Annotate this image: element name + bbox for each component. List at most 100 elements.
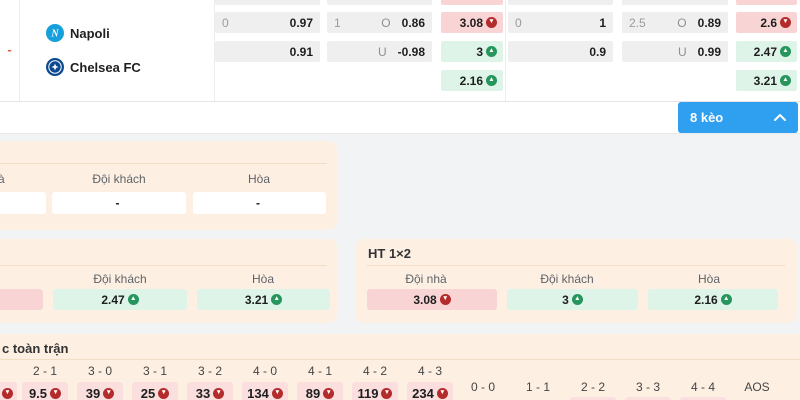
odds-box-partial[interactable] <box>441 0 503 5</box>
odds-box-partial[interactable] <box>736 0 797 5</box>
odds-value: 2.47 <box>101 292 125 307</box>
under-label: U <box>377 44 387 59</box>
odds-value: 0.91 <box>289 44 313 59</box>
home-odds-button[interactable] <box>0 192 46 214</box>
divider <box>214 0 215 101</box>
over-odds-button[interactable]: 1 O 0.86 <box>327 12 432 33</box>
score-header: 2 - 1 <box>32 364 58 378</box>
trend-icon <box>127 294 139 305</box>
away-win-odds-button[interactable]: 3 <box>441 41 503 62</box>
odds-value: 25 <box>140 385 156 400</box>
under-odds-button[interactable]: U 0.99 <box>622 41 728 62</box>
match-rail: - <box>0 0 20 101</box>
score-odds-button[interactable]: 39 <box>77 382 123 400</box>
divider <box>0 265 327 266</box>
trend-icon <box>436 387 448 399</box>
odds-value: 134 <box>247 385 269 400</box>
draw-odds-button[interactable]: - <box>193 192 326 214</box>
score-odds-button[interactable]: 234 <box>407 382 453 400</box>
score-header: 4 - 1 <box>307 364 333 378</box>
score-odds-button[interactable]: 89 <box>297 382 343 400</box>
expand-markets-label: 8 kèo <box>690 110 724 125</box>
odds-value: 0.89 <box>697 15 721 30</box>
away-odds-button[interactable]: 3 <box>507 289 638 310</box>
trend-icon <box>50 387 62 399</box>
trend-icon <box>103 387 115 399</box>
over-label: O <box>677 15 687 30</box>
trend-icon <box>158 387 170 399</box>
home-odds-button[interactable] <box>0 289 43 310</box>
odds-value: 0.86 <box>401 15 425 30</box>
home-team-name: Napoli <box>70 26 110 41</box>
score-odds-button[interactable]: 33 <box>187 382 233 400</box>
score-header: 3 - 0 <box>87 364 113 378</box>
under-odds-button[interactable]: U -0.98 <box>327 41 432 62</box>
score-header: 0 - 0 <box>470 380 496 394</box>
trend-icon <box>271 294 283 305</box>
score-header: 3 - 1 <box>142 364 168 378</box>
odds-value: 39 <box>85 385 101 400</box>
away-win-odds-button[interactable]: 2.47 <box>736 41 797 62</box>
away-column-header: Đội khách <box>93 272 147 286</box>
trend-icon <box>271 387 283 399</box>
home-odds-button[interactable]: 3.08 <box>367 289 497 310</box>
odds-value: 3 <box>562 292 569 307</box>
handicap-odds-button[interactable]: 0.91 <box>215 41 320 62</box>
divider <box>0 163 327 164</box>
away-team-name: Chelsea FC <box>70 60 141 75</box>
draw-odds-button[interactable]: 3.21 <box>197 289 330 310</box>
odds-box-partial[interactable] <box>508 0 613 5</box>
odds-value: 2.47 <box>753 44 777 59</box>
draw-column-header: Hòa <box>697 272 721 286</box>
under-label: U <box>677 44 687 59</box>
odds-value: 9.5 <box>28 385 48 400</box>
score-odds-button[interactable]: 25 <box>132 382 178 400</box>
score-odds-button[interactable]: 134 <box>242 382 288 400</box>
handicap-odds-button[interactable]: 0.9 <box>508 41 613 62</box>
over-odds-button[interactable]: 2.5 O 0.89 <box>622 12 728 33</box>
expand-markets-button[interactable]: 8 kèo <box>678 102 798 133</box>
away-odds-button[interactable]: 2.47 <box>53 289 187 310</box>
handicap-odds-button[interactable]: 0 1 <box>508 12 613 33</box>
score-header: 1 - 1 <box>525 380 551 394</box>
odds-value: 119 <box>357 385 379 400</box>
odds-box-partial[interactable] <box>215 0 320 5</box>
trend-icon <box>780 46 791 57</box>
odds-value: - <box>115 196 120 210</box>
home-win-odds-button[interactable]: 2.6 <box>736 12 797 33</box>
trend-icon <box>2 387 13 399</box>
home-win-odds-button[interactable]: 3.08 <box>441 12 503 33</box>
ou-line: 2.5 <box>629 15 646 30</box>
odds-value: 0.9 <box>589 44 606 59</box>
draw-column-header: Hòa <box>251 272 275 286</box>
draw-odds-button[interactable]: 2.16 <box>648 289 778 310</box>
score-header: 3 - 2 <box>197 364 223 378</box>
score-odds-button[interactable]: 9.5 <box>22 382 68 400</box>
score-odds-button[interactable] <box>625 397 671 400</box>
draw-odds-button[interactable]: 2.16 <box>441 70 503 91</box>
away-odds-button[interactable]: - <box>52 192 186 214</box>
handicap-odds-button[interactable]: 0 0.97 <box>215 12 320 33</box>
odds-value: 234 <box>412 385 434 400</box>
score-odds-button[interactable] <box>570 397 616 400</box>
moneyline-card: Đội nhà Đội khách Hòa - - <box>0 141 337 230</box>
odds-value: 3.08 <box>459 15 483 30</box>
odds-box-partial[interactable] <box>327 0 432 5</box>
chelsea-logo <box>46 58 64 76</box>
markets-toolbar <box>0 102 800 134</box>
score-odds-button[interactable] <box>0 382 17 400</box>
score-odds-button[interactable]: 119 <box>352 382 398 400</box>
odds-value: 1 <box>599 15 606 30</box>
trend-icon <box>323 387 335 399</box>
trend-icon <box>381 387 393 399</box>
draw-odds-button[interactable]: 3.21 <box>736 70 797 91</box>
napoli-logo: N <box>46 24 64 42</box>
card-title: HT 1×2 <box>368 246 411 261</box>
trend-icon <box>780 17 791 28</box>
odds-box-partial[interactable] <box>622 0 728 5</box>
home-column-header: Đội nhà <box>0 172 5 186</box>
score-odds-button[interactable] <box>680 397 726 400</box>
over-label: O <box>381 15 391 30</box>
odds-value: 3.08 <box>413 292 437 307</box>
